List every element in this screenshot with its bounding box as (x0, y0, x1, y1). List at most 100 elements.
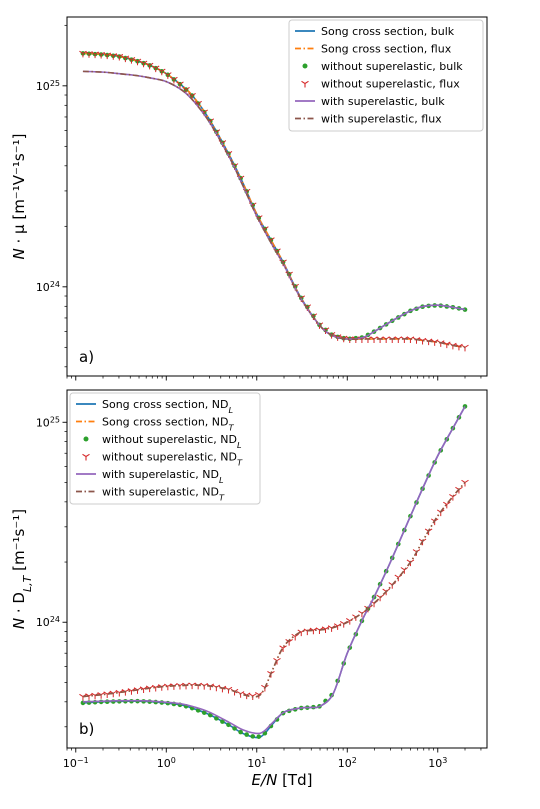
x-tick-label: 103 (428, 756, 447, 771)
plot-area (79, 50, 469, 352)
x-tick-label-exponent: −1 (77, 756, 89, 765)
data-point (238, 729, 243, 735)
legend-label: Song cross section, bulk (321, 25, 455, 38)
legend-label: Song cross section, NDT (102, 416, 235, 433)
data-point (188, 682, 196, 690)
legend-label-part: without superelastic, bulk (321, 60, 463, 73)
legend-label-part: Song cross section, ND (102, 398, 229, 411)
y-axis-label-part: · (10, 234, 28, 248)
y-tick-label-exponent: 24 (50, 279, 60, 288)
x-tick-label: 102 (338, 756, 357, 771)
data-point (443, 501, 451, 509)
legend-label: Song cross section, flux (321, 43, 452, 56)
legend-label-part: with superelastic, flux (321, 113, 442, 126)
data-point (182, 682, 190, 690)
plot-frame (66, 389, 488, 749)
y-axis-label: N · μ [m⁻¹V⁻¹s⁻¹] (10, 133, 28, 259)
data-point (461, 344, 469, 352)
data-point (376, 336, 384, 344)
data-point (256, 734, 262, 739)
data-point (279, 645, 287, 653)
data-point (333, 623, 342, 630)
data-point (232, 726, 237, 731)
data-point (79, 693, 87, 701)
x-tick-label-exponent: 3 (442, 756, 447, 765)
panel-label: a) (79, 348, 94, 366)
plot-frame (66, 16, 488, 377)
series-1 (82, 481, 466, 698)
x-tick-label-exponent: 1 (261, 756, 266, 765)
data-point (115, 53, 124, 61)
x-tick-label-base: 10 (63, 757, 77, 770)
data-point (158, 68, 166, 76)
y-axis-label-part: N (10, 248, 28, 259)
y-axis-label-subscript: L,T (21, 574, 34, 592)
x-axis-label: E/N [Td] (252, 771, 313, 789)
x-tick-label-base: 10 (157, 757, 171, 770)
data-point (455, 343, 463, 351)
legend-box (69, 392, 261, 505)
y-tick-label: 1024 (36, 279, 60, 294)
legend-label-part: without superelastic, ND (102, 451, 237, 464)
data-point (214, 716, 219, 721)
y-axis-label-part: · (10, 604, 28, 618)
legend-label-part: without superelastic, flux (321, 78, 460, 91)
data-point (127, 688, 136, 695)
legend-label-sub: T (237, 458, 243, 468)
series-line (82, 481, 466, 698)
x-axis-label-variable: E/N (252, 771, 278, 789)
series-4 (82, 70, 466, 340)
data-point (291, 633, 299, 641)
legend-swatch-marker (83, 436, 89, 442)
plot-area (79, 404, 469, 739)
x-tick-label-exponent: 0 (171, 756, 176, 765)
data-point (315, 627, 324, 634)
data-point (164, 683, 172, 691)
legend-label-part: Song cross section, ND (102, 416, 229, 429)
series-3 (79, 479, 469, 701)
y-tick-label-base: 10 (36, 416, 50, 429)
data-point (244, 732, 249, 737)
legend-label-part: with superelastic, ND (102, 468, 219, 481)
legend-label: with superelastic, flux (321, 113, 442, 126)
data-point (151, 684, 160, 692)
y-axis-label: N · DL,T [m⁻¹s⁻¹] (10, 509, 34, 629)
data-point (176, 682, 184, 690)
data-point (382, 336, 390, 344)
data-point (400, 336, 409, 344)
data-point (212, 684, 221, 692)
legend-label-part: with superelastic, bulk (321, 95, 445, 108)
data-point (121, 55, 130, 63)
y-tick-label: 1025 (36, 415, 60, 430)
data-point (170, 76, 178, 84)
panel-a-mobility: 1024 1025 N · μ [m⁻¹V⁻¹s⁻¹] a) Song cross se… (10, 16, 488, 381)
series-line (82, 70, 466, 340)
data-point (430, 339, 439, 346)
legend-label: Song cross section, NDL (102, 398, 234, 415)
y-tick-label: 1024 (36, 615, 60, 630)
legend-label: without superelastic, NDL (102, 433, 242, 450)
legend-label-sub: L (237, 440, 242, 450)
x-axis-label-unit: [Td] (277, 771, 312, 789)
legend-label-part: Song cross section, bulk (321, 25, 455, 38)
x-tick-label: 101 (247, 756, 266, 771)
legend-label-sub: T (219, 493, 225, 503)
series-line (82, 481, 466, 698)
data-point (364, 336, 372, 344)
legend-swatch-marker (302, 63, 308, 69)
x-tick-label: 10−1 (63, 756, 89, 771)
data-point (145, 62, 154, 70)
series-5 (82, 481, 466, 698)
legend-label: with superelastic, NDT (102, 486, 225, 503)
legend-box (288, 19, 484, 132)
x-tick-label-base: 10 (247, 757, 261, 770)
legend-swatch-marker (301, 80, 309, 88)
legend-label: without superelastic, bulk (321, 60, 463, 73)
y-tick-label-base: 10 (36, 80, 50, 93)
legend-label-sub: L (219, 475, 224, 485)
y-tick-label-exponent: 25 (50, 78, 60, 87)
legend-label: with superelastic, NDL (102, 468, 224, 485)
data-point (176, 81, 184, 89)
data-point (139, 686, 148, 694)
